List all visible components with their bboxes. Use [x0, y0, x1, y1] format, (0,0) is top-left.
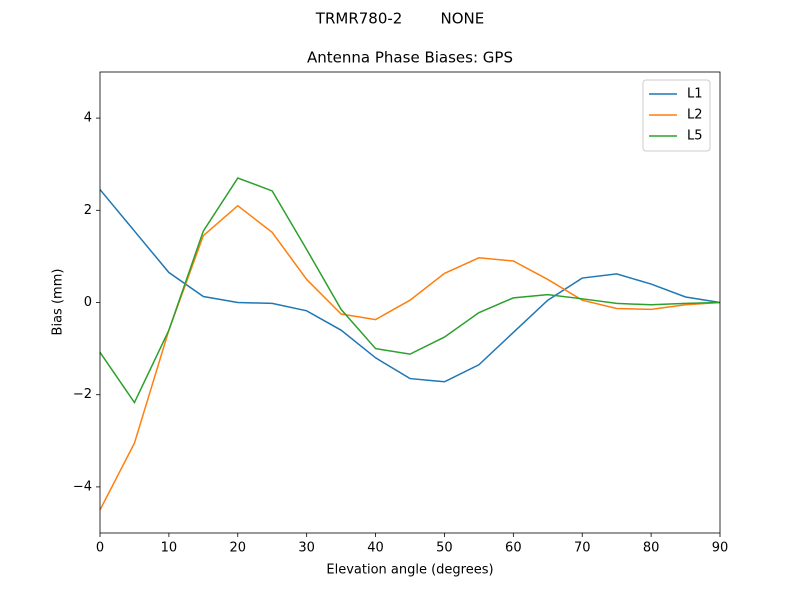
x-tick-label: 10	[161, 541, 178, 556]
legend-label: L2	[687, 108, 703, 123]
x-tick-label: 0	[96, 541, 104, 556]
line-series	[99, 189, 721, 383]
x-axis-label: Elevation angle (degrees)	[326, 563, 493, 578]
y-tick-label: −2	[73, 387, 92, 402]
x-tick-label: 40	[367, 541, 384, 556]
x-tick-label: 90	[712, 541, 729, 556]
y-tick-label: 0	[84, 295, 92, 310]
y-tick-label: 4	[84, 111, 92, 126]
y-tick-label: 2	[84, 203, 92, 218]
legend-label: L1	[687, 87, 703, 102]
x-tick-label: 60	[505, 541, 522, 556]
x-tick-label: 70	[574, 541, 591, 556]
chart-title: Antenna Phase Biases: GPS	[307, 49, 513, 67]
suptitle: TRMR780-2 NONE	[315, 10, 484, 28]
line-series	[99, 177, 721, 405]
y-axis-label: Bias (mm)	[51, 269, 66, 336]
legend-label: L5	[687, 129, 703, 144]
y-tick-label: −4	[73, 479, 92, 494]
x-tick-label: 20	[230, 541, 247, 556]
x-tick-label: 80	[643, 541, 660, 556]
x-tick-label: 30	[298, 541, 315, 556]
plot-frame	[99, 71, 721, 534]
line-series	[99, 204, 721, 511]
x-tick-label: 50	[436, 541, 453, 556]
